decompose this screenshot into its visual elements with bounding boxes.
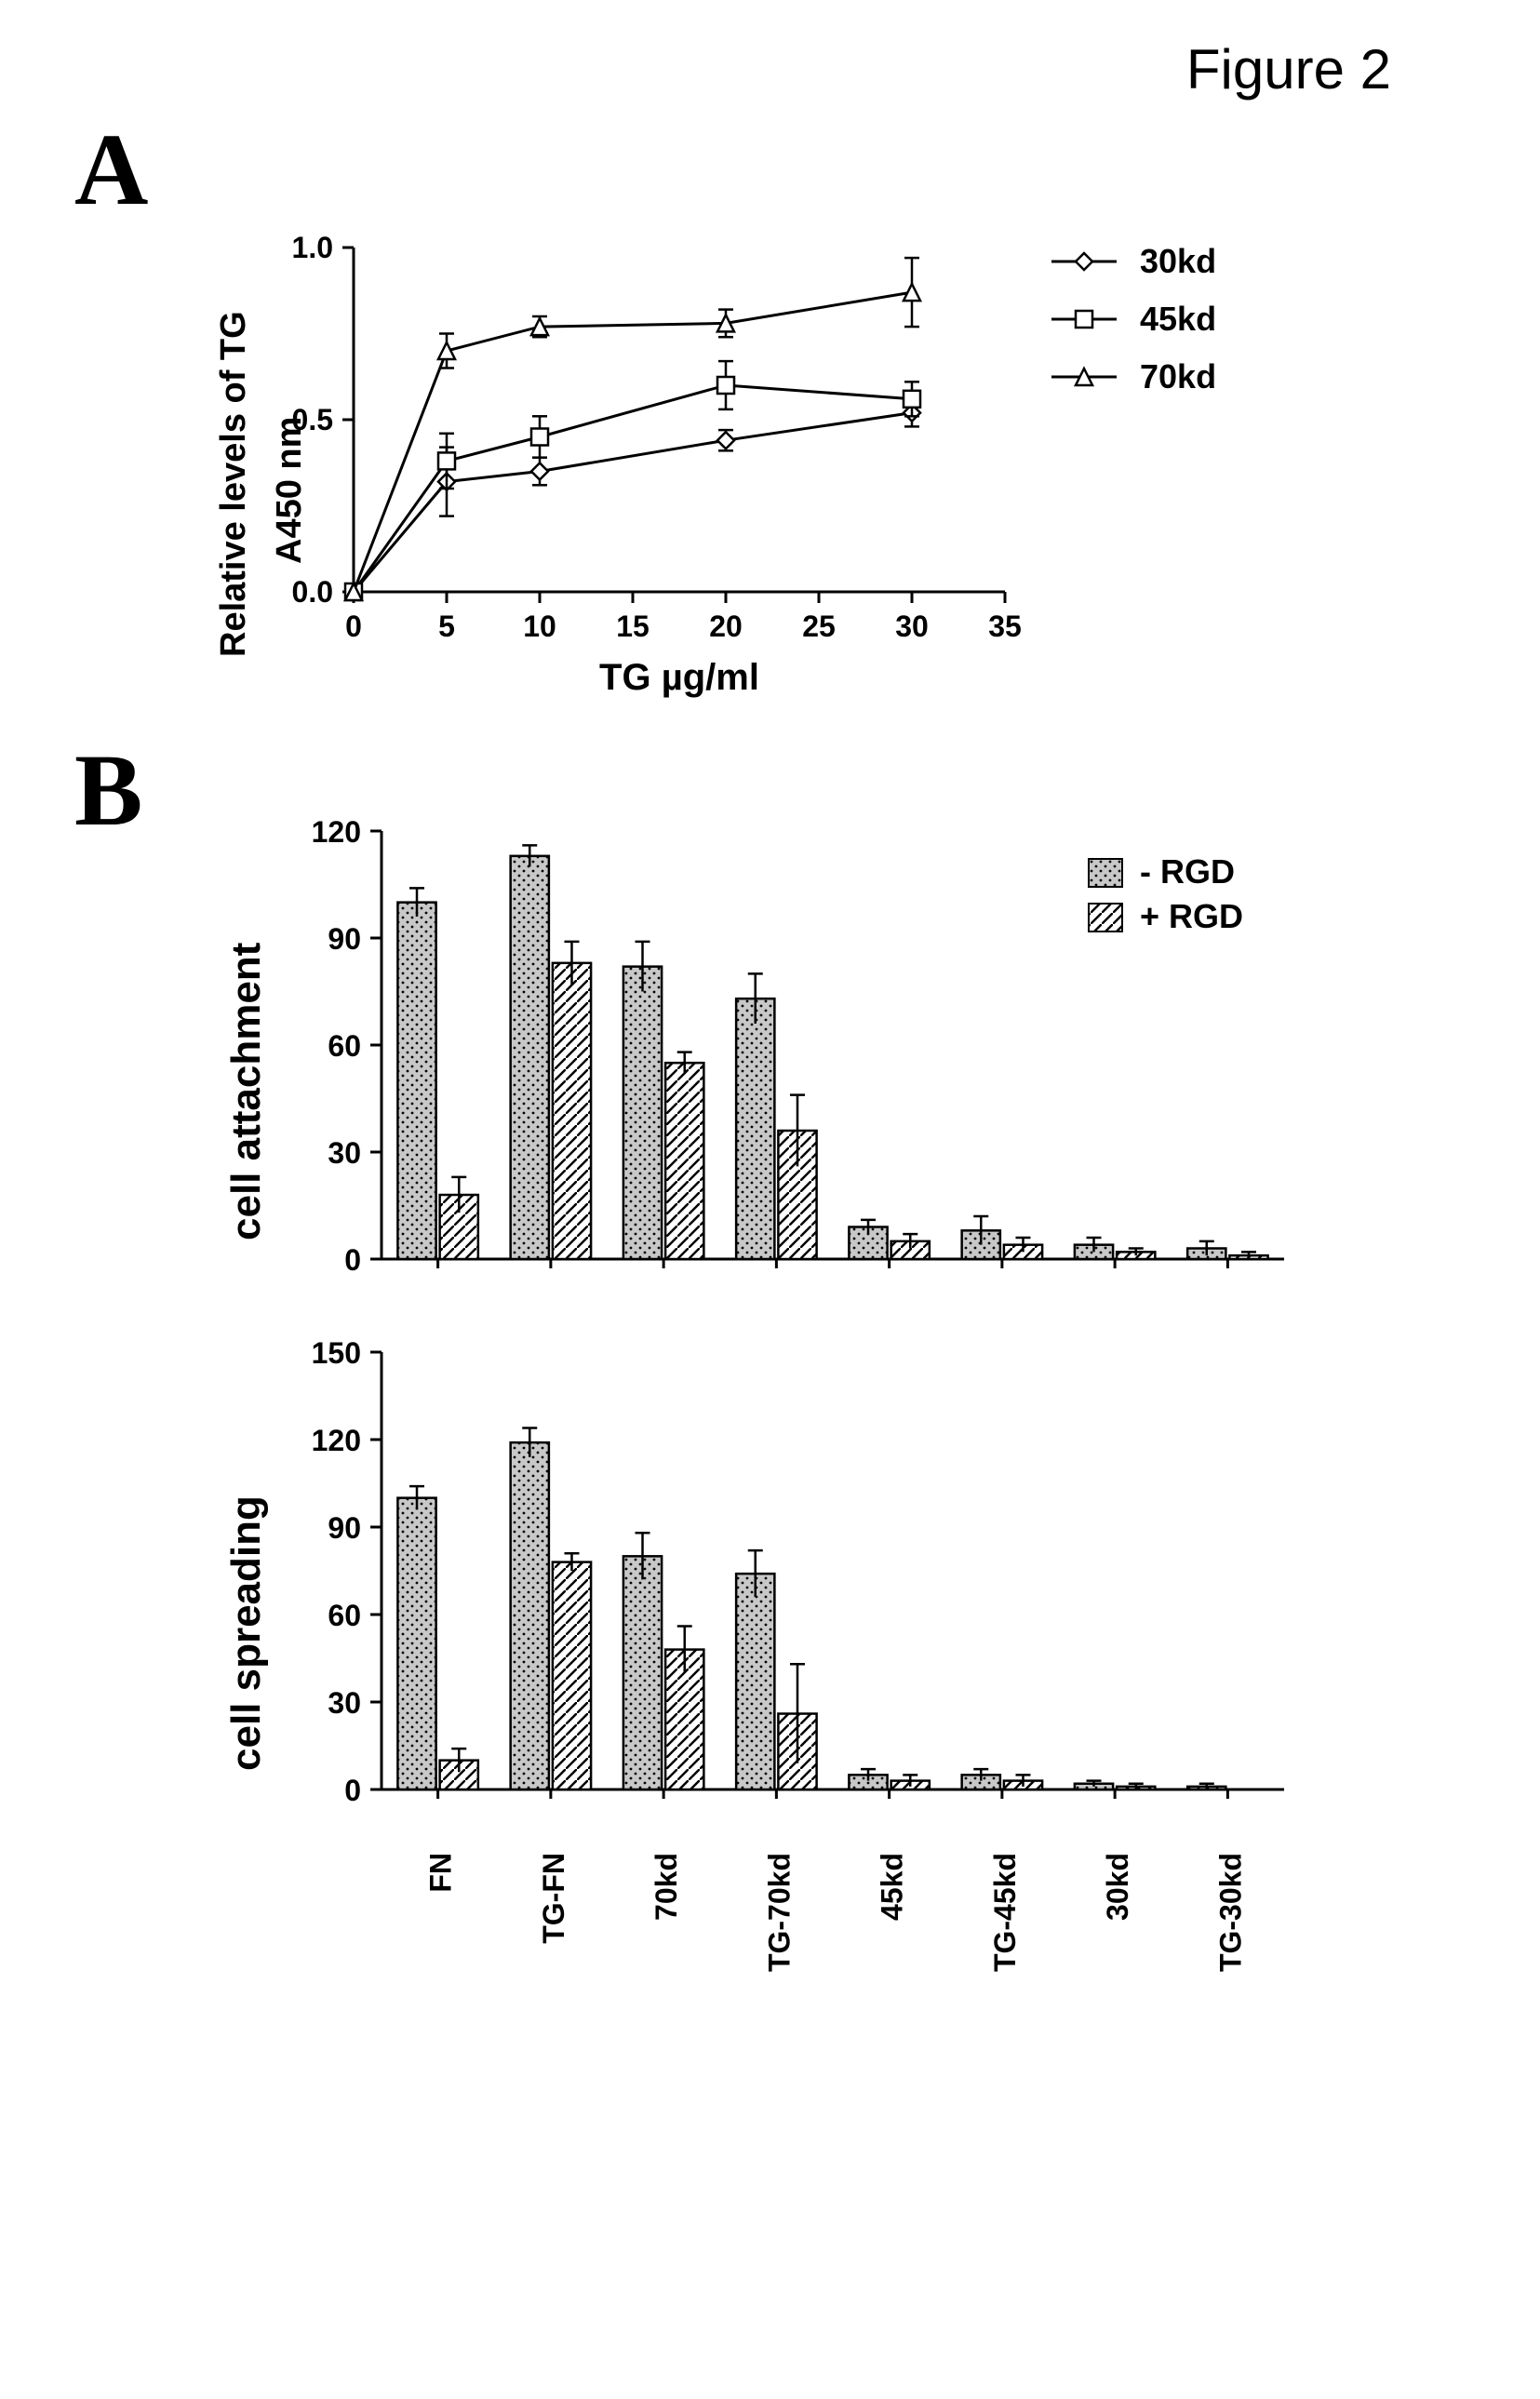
svg-text:70kd: 70kd — [649, 1853, 683, 1921]
svg-text:5: 5 — [438, 610, 455, 643]
svg-text:30: 30 — [895, 610, 929, 643]
figure-title: Figure 2 — [37, 37, 1503, 101]
panel-b-ylabel-2: cell spreading — [223, 1495, 270, 1771]
svg-text:+ RGD: + RGD — [1140, 897, 1243, 935]
svg-text:TG-FN: TG-FN — [537, 1853, 570, 1944]
svg-text:90: 90 — [328, 1511, 361, 1545]
svg-text:30kd: 30kd — [1101, 1853, 1134, 1921]
svg-text:90: 90 — [328, 922, 361, 956]
svg-text:- RGD: - RGD — [1140, 852, 1235, 891]
svg-text:30kd: 30kd — [1140, 242, 1216, 280]
svg-text:150: 150 — [312, 1336, 361, 1370]
panel-a-chart: Relative levels of TG A450 nm 0510152025… — [242, 192, 1503, 713]
panel-b-chart-1: cell attachment 0306090120- RGD+ RGD — [242, 812, 1503, 1306]
panel-b-chart-2: cell spreading 0306090120150 — [242, 1334, 1503, 1836]
svg-text:10: 10 — [523, 610, 556, 643]
svg-text:60: 60 — [328, 1599, 361, 1632]
panel-b-xlabels: FN TG-FN 70kd TG-70kd 45kd TG-45kd 30kd TG-30kd — [242, 1836, 1503, 2078]
svg-text:0: 0 — [345, 610, 362, 643]
panel-b-ylabel-1: cell attachment — [223, 943, 270, 1240]
svg-text:45kd: 45kd — [876, 1853, 909, 1921]
svg-text:FN: FN — [424, 1853, 458, 1893]
svg-text:45kd: 45kd — [1140, 300, 1216, 338]
svg-text:120: 120 — [312, 1424, 361, 1457]
panel-a-ylabel-2: A450 nm — [270, 417, 310, 564]
svg-text:25: 25 — [802, 610, 836, 643]
svg-text:35: 35 — [988, 610, 1022, 643]
svg-text:TG µg/ml: TG µg/ml — [599, 657, 759, 698]
svg-text:0: 0 — [344, 1243, 361, 1277]
svg-text:30: 30 — [328, 1136, 361, 1170]
svg-text:120: 120 — [312, 815, 361, 849]
svg-text:20: 20 — [709, 610, 743, 643]
svg-text:0.0: 0.0 — [292, 575, 333, 609]
svg-text:30: 30 — [328, 1686, 361, 1720]
svg-text:0: 0 — [344, 1774, 361, 1807]
svg-text:15: 15 — [616, 610, 649, 643]
svg-text:1.0: 1.0 — [292, 231, 333, 264]
svg-text:TG-30kd: TG-30kd — [1213, 1853, 1247, 1972]
svg-text:TG-70kd: TG-70kd — [762, 1853, 796, 1972]
svg-text:70kd: 70kd — [1140, 357, 1216, 395]
svg-text:60: 60 — [328, 1029, 361, 1063]
svg-text:TG-45kd: TG-45kd — [988, 1853, 1022, 1972]
panel-a-ylabel-1: Relative levels of TG — [214, 311, 254, 657]
